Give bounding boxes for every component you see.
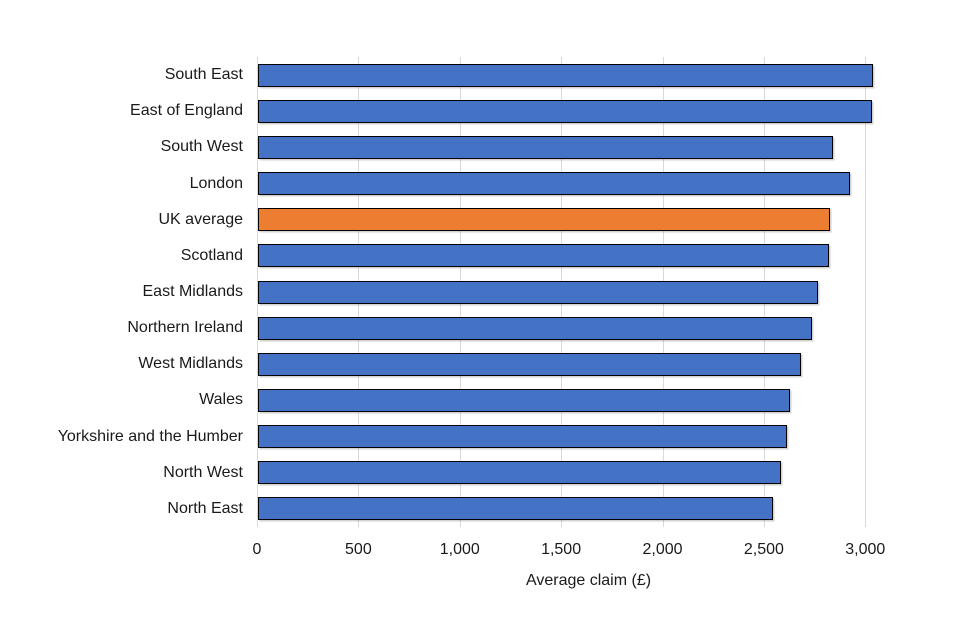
category-label-scotland: Scotland (180, 246, 243, 264)
gridline-3000 (865, 57, 867, 527)
bar-scotland (258, 244, 829, 268)
category-label-uk-average: UK average (158, 210, 244, 228)
bar-london (258, 172, 850, 195)
bar-northern-ireland (258, 316, 812, 340)
bar-uk-average (258, 208, 830, 232)
x-axis-title: Average claim (£) (525, 572, 652, 589)
bar-east-of-england (258, 99, 873, 123)
x-tick-label-2000: 2,000 (642, 541, 683, 558)
bar-south-west (258, 135, 833, 159)
x-tick-label-3000: 3,000 (845, 541, 886, 558)
plot-area (257, 57, 920, 527)
category-label-yorkshire-and-the-humber: Yorkshire and the Humber (57, 427, 243, 445)
bar-west-midlands (258, 352, 802, 376)
category-label-northern-ireland: Northern Ireland (127, 319, 243, 337)
category-label-west-midlands: West Midlands (138, 355, 243, 373)
category-label-london: London (189, 174, 243, 192)
bar-south-east (258, 63, 874, 87)
bar-north-east (258, 497, 773, 521)
gridline-0 (257, 57, 258, 527)
category-label-east-of-england: East of England (130, 102, 243, 120)
bar-yorkshire-and-the-humber (258, 425, 788, 449)
x-tick-label-0: 0 (252, 541, 262, 558)
bar-wales (258, 389, 791, 412)
category-label-wales: Wales (199, 391, 243, 409)
bar-north-west (258, 461, 782, 485)
x-tick-label-1500: 1,500 (541, 541, 582, 558)
category-label-east-midlands: East Midlands (142, 282, 244, 300)
category-label-south-west: South West (160, 138, 243, 156)
category-label-north-east: North East (167, 499, 243, 517)
x-tick-label-2500: 2,500 (743, 541, 784, 558)
category-label-north-west: North West (163, 463, 243, 481)
category-label-south-east: South East (164, 66, 243, 83)
bar-east-midlands (258, 280, 818, 304)
x-tick-label-1000: 1,000 (439, 541, 480, 558)
x-tick-label-500: 500 (345, 541, 372, 558)
